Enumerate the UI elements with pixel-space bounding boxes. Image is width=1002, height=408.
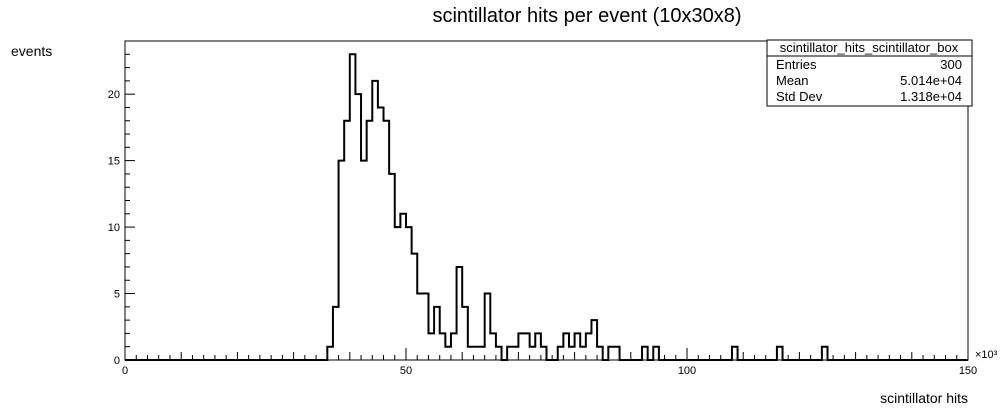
x-tick-label: 50	[400, 365, 412, 377]
y-tick-label: 15	[108, 156, 120, 168]
x-axis-multiplier: ×10³	[975, 349, 998, 361]
x-axis-label: scintillator hits	[880, 390, 968, 406]
y-axis-label: events	[11, 43, 52, 59]
y-tick-label: 10	[108, 222, 120, 234]
stats-entries-value: 300	[940, 57, 962, 72]
y-tick-label: 5	[114, 289, 120, 301]
stats-box-frame	[766, 39, 973, 107]
stats-box: scintillator_hits_scintillator_box Entri…	[766, 39, 973, 107]
x-tick-label: 0	[122, 365, 128, 377]
stats-mean-value: 5.014e+04	[900, 73, 962, 88]
x-axis-ticks: 0 50 100 150	[122, 348, 977, 377]
x-tick-label: 100	[678, 365, 696, 377]
histogram-series	[125, 53, 968, 361]
x-tick-label: 150	[959, 365, 977, 377]
y-axis-ticks: 0 5 10 15 20	[108, 40, 135, 367]
y-tick-label: 0	[114, 355, 120, 367]
stats-entries-label: Entries	[776, 57, 817, 72]
y-tick-label: 20	[108, 89, 120, 101]
stats-stddev-label: Std Dev	[776, 89, 823, 104]
chart-title: scintillator hits per event (10x30x8)	[432, 5, 741, 27]
stats-mean-label: Mean	[776, 73, 809, 88]
stats-stddev-value: 1.318e+04	[900, 89, 962, 104]
stats-box-title: scintillator_hits_scintillator_box	[780, 40, 959, 55]
